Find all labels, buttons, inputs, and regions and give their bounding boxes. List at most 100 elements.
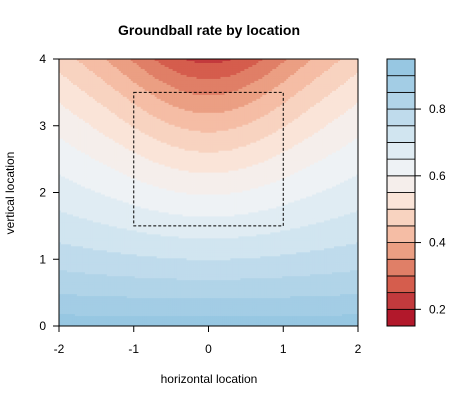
contour-cell: [64, 160, 68, 164]
contour-cell: [70, 222, 74, 225]
contour-cell: [59, 98, 62, 102]
contour-cell: [62, 254, 66, 257]
contour-cell: [59, 120, 62, 124]
contour-cell: [59, 160, 62, 164]
contour-cell: [64, 120, 68, 124]
contour-cell: [64, 226, 68, 229]
contour-cell: [76, 84, 80, 88]
contour-cell: [68, 178, 72, 181]
contour-cell: [60, 208, 64, 211]
contour-cell: [76, 120, 80, 124]
contour-cell: [72, 126, 76, 130]
contour-cell: [68, 82, 72, 86]
contour-cell: [74, 140, 78, 144]
contour-cell: [59, 316, 62, 319]
contour-cell: [64, 190, 68, 193]
contour-cell: [64, 264, 68, 267]
contour-cell: [66, 322, 70, 325]
contour-cell: [59, 246, 62, 249]
contour-cell: [59, 216, 62, 219]
contour-cell: [66, 266, 70, 269]
contour-cell: [68, 308, 72, 311]
contour-cell: [59, 158, 62, 162]
contour-cell: [60, 274, 64, 277]
contour-cell: [72, 254, 76, 257]
contour-cell: [68, 150, 72, 154]
contour-cell: [68, 94, 72, 98]
contour-cell: [64, 248, 68, 251]
contour-cell: [72, 166, 76, 169]
contour-cell: [64, 230, 68, 233]
contour-cell: [76, 72, 80, 76]
contour-cell: [62, 126, 66, 130]
contour-cell: [59, 74, 62, 78]
contour-cell: [59, 294, 62, 297]
contour-cell: [66, 184, 70, 187]
contour-cell: [66, 296, 70, 299]
contour-cell: [60, 170, 64, 173]
contour-cell: [68, 256, 72, 259]
contour-cell: [66, 230, 70, 233]
contour-cell: [64, 324, 68, 327]
contour-cell: [72, 168, 76, 171]
contour-cell: [60, 312, 64, 315]
contour-cell: [59, 59, 62, 62]
contour-cell: [74, 210, 78, 213]
contour-cell: [64, 180, 68, 183]
contour-cell: [74, 298, 78, 301]
contour-cell: [66, 318, 70, 321]
contour-cell: [70, 312, 74, 315]
contour-cell: [60, 282, 64, 285]
contour-cell: [70, 298, 74, 301]
contour-cell: [66, 140, 70, 144]
contour-cell: [68, 212, 72, 215]
contour-cell: [74, 66, 78, 70]
contour-cell: [76, 148, 80, 152]
contour-cell: [72, 120, 76, 124]
contour-cell: [60, 218, 64, 221]
contour-cell: [62, 82, 66, 86]
contour-cell: [59, 272, 62, 275]
contour-cell: [72, 310, 76, 313]
contour-cell: [74, 80, 78, 84]
contour-cell: [68, 236, 72, 239]
contour-cell: [68, 120, 72, 124]
contour-cell: [72, 170, 76, 173]
contour-cell: [70, 152, 74, 156]
contour-cell: [74, 134, 78, 138]
contour-cell: [64, 242, 68, 245]
contour-cell: [60, 200, 64, 203]
contour-cell: [70, 268, 74, 271]
contour-cell: [62, 262, 66, 265]
contour-cell: [70, 104, 74, 108]
contour-cell: [62, 178, 66, 181]
contour-cell: [66, 110, 70, 114]
contour-cell: [70, 62, 74, 66]
contour-cell: [66, 146, 70, 150]
contour-cell: [66, 304, 70, 307]
contour-cell: [60, 118, 64, 122]
contour-cell: [62, 222, 66, 225]
contour-cell: [66, 190, 70, 193]
contour-cell: [68, 228, 72, 231]
contour-cell: [70, 294, 74, 297]
contour-cell: [74, 260, 78, 263]
contour-cell: [72, 118, 76, 122]
contour-cell: [66, 220, 70, 223]
contour-cell: [72, 80, 76, 84]
contour-cell: [70, 64, 74, 68]
contour-cell: [68, 238, 72, 241]
contour-cell: [66, 142, 70, 146]
contour-cell: [74, 256, 78, 259]
contour-cell: [72, 178, 76, 181]
contour-cell: [68, 324, 72, 327]
contour-cell: [60, 186, 64, 189]
contour-cell: [66, 64, 70, 68]
contour-cell: [64, 198, 68, 201]
contour-cell: [72, 230, 76, 233]
contour-cell: [74, 302, 78, 305]
contour-cell: [74, 244, 78, 247]
contour-cell: [66, 70, 70, 74]
contour-cell: [60, 222, 64, 225]
contour-cell: [74, 304, 78, 307]
